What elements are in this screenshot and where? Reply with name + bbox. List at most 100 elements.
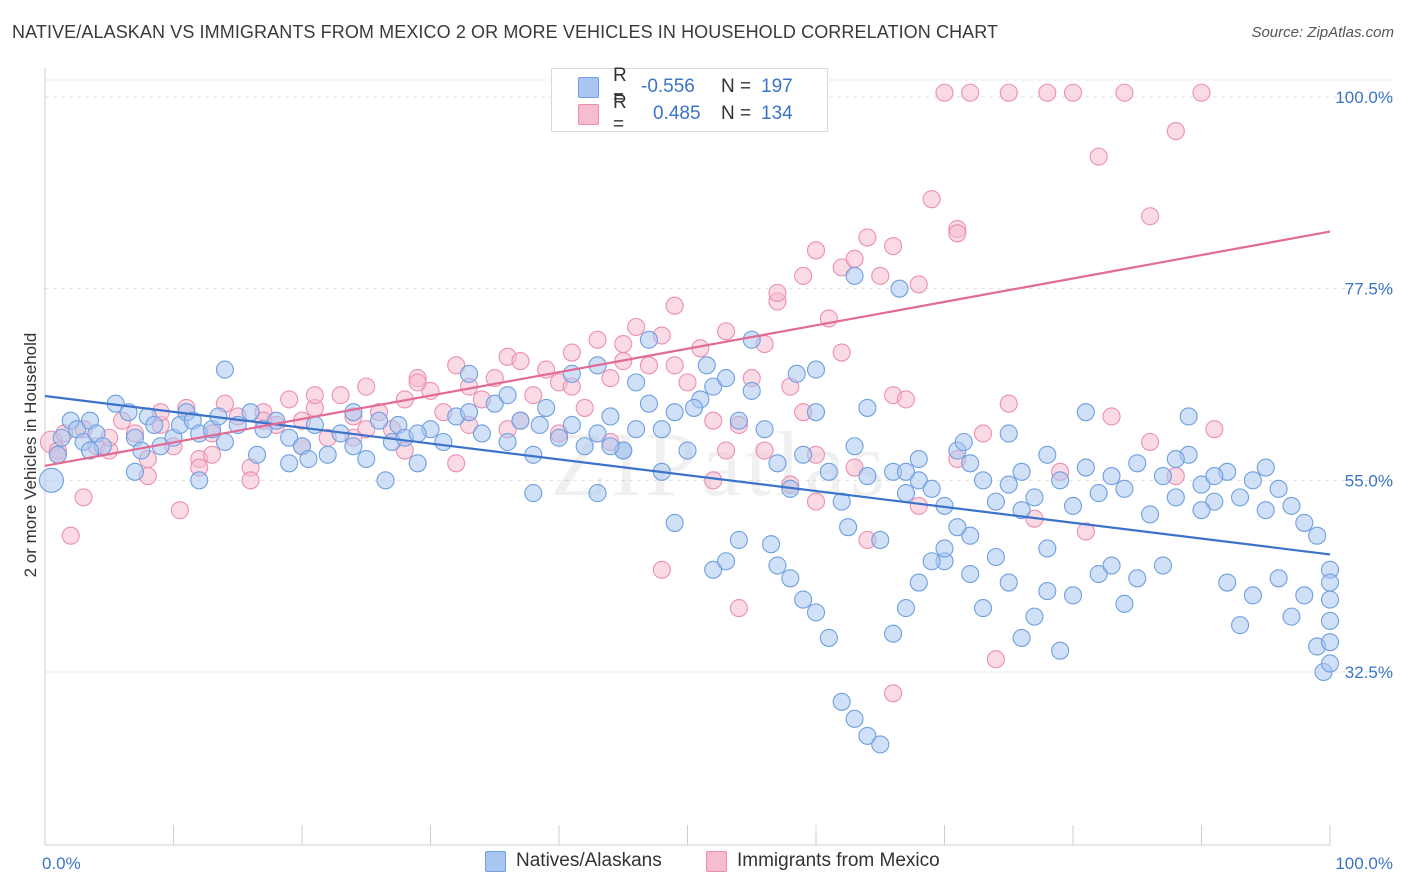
trend-line-natives [44,394,1331,556]
legend-row-natives: R = -0.556 N = 197 [578,65,793,108]
point-mexico [1115,83,1134,102]
point-natives [832,692,851,711]
point-mexico [806,492,826,511]
point-natives [794,445,813,464]
point-natives [627,373,646,392]
point-mexico [588,330,607,349]
bottom-legend-label: Natives/Alaskans [516,850,662,871]
point-natives [652,420,671,439]
point-natives [1051,641,1070,660]
point-natives [1076,403,1095,422]
point-natives [1038,582,1057,601]
point-mexico [652,560,671,579]
point-mexico [716,441,736,460]
point-natives [1205,492,1224,511]
point-natives [562,415,581,435]
bottom-legend-natives: Natives/Alaskans [485,850,662,872]
y-tick-label: 32.5% [1345,663,1393,682]
point-mexico [1205,420,1224,439]
point-natives [498,432,517,452]
point-mexico [331,386,350,405]
source-label: Source: ZipAtlas.com [1251,24,1394,41]
point-mexico [1089,147,1108,166]
point-natives [986,547,1005,567]
legend-n-value: 197 [761,76,793,97]
point-natives [935,539,954,558]
point-natives [922,479,941,498]
point-mexico [884,237,903,256]
legend-r-label: R = [613,65,627,108]
point-mexico [1141,207,1160,226]
point-natives [549,428,569,447]
point-natives [530,415,549,435]
point-natives [896,599,916,618]
point-mexico [408,373,427,392]
point-natives [896,484,916,503]
point-natives [781,569,800,588]
point-natives [1295,586,1314,605]
point-natives [485,394,504,413]
point-natives [1192,475,1211,494]
point-natives [1308,526,1327,545]
point-natives [498,386,517,405]
tick-labels: 100.0% 77.5% 55.0% 32.5% 0.0% 100.0% [42,88,1393,873]
point-natives [1282,607,1301,626]
series-natives-alaskans [38,266,1340,754]
point-mexico [639,356,659,375]
point-mexico [896,390,916,409]
point-natives [1282,496,1301,515]
point-mexico [909,275,928,294]
point-mexico [575,398,594,417]
x-tick-label: 100.0% [1335,854,1393,873]
point-natives [761,535,781,554]
point-mexico [794,266,813,285]
point-natives [684,398,703,417]
point-natives [1269,479,1288,498]
point-natives [1115,479,1134,498]
point-natives [1166,488,1185,507]
point-mexico [871,266,890,285]
point-natives [241,403,260,422]
point-natives [839,518,858,537]
point-natives [588,484,607,503]
point-natives [601,437,620,456]
legend-n-value: 134 [761,103,793,124]
point-mexico [948,224,967,243]
point-mexico [1076,522,1095,541]
point-natives [1063,586,1083,605]
point-natives [52,428,71,447]
point-natives [1141,505,1160,524]
point-natives [999,475,1018,494]
bottom-legend-label: Immigrants from Mexico [737,850,940,871]
point-natives [999,424,1018,443]
point-natives [954,432,973,452]
point-natives [973,471,993,490]
point-mexico [241,471,260,490]
point-mexico [280,390,299,409]
point-natives [1012,501,1031,520]
point-natives [524,484,543,503]
legend-r-value: -0.556 [641,76,695,97]
point-natives [639,394,659,413]
bottom-legend-mexico: Immigrants from Mexico [706,850,940,872]
point-natives [434,432,453,452]
y-tick-label: 100.0% [1335,88,1393,107]
point-natives [1320,590,1340,609]
point-mexico [1192,83,1211,102]
point-mexico [614,334,633,354]
point-natives [1025,607,1044,626]
legend-n-label: N = [721,76,752,97]
point-natives [299,449,318,469]
point-mexico [1063,83,1083,102]
point-mexico [305,386,324,405]
point-mexico [999,83,1018,102]
point-natives [973,599,993,618]
point-natives [215,432,234,452]
point-natives [858,398,877,417]
point-mexico [678,373,697,392]
point-natives [961,564,980,584]
point-natives [1038,539,1057,558]
point-mexico [704,411,723,430]
point-natives [280,428,299,447]
point-natives [408,454,427,473]
